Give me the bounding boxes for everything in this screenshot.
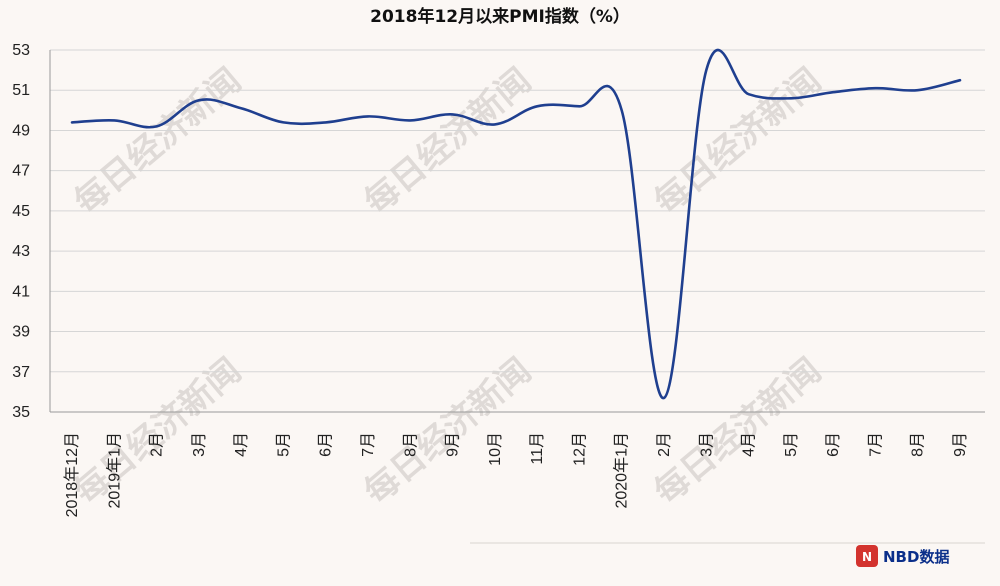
brand-logo: N NBD数据 [470, 542, 985, 567]
y-tick-label: 49 [12, 122, 30, 139]
y-tick-label: 45 [12, 203, 30, 220]
watermark-text-0: 每日经济新闻 [67, 61, 249, 223]
watermark-text-5: 每日经济新闻 [647, 351, 829, 513]
x-tick-label: 4月 [741, 432, 758, 457]
y-axis-ticks: 35 37 39 41 43 45 47 49 51 53 [12, 42, 30, 421]
x-tick-label: 7月 [867, 432, 884, 457]
x-tick-label: 9月 [445, 432, 462, 457]
watermark-text-1: 每日经济新闻 [357, 61, 539, 223]
x-tick-label: 5月 [783, 432, 800, 457]
x-axis-ticks: 2018年12月 2019年1月 2月 3月 4月 5月 6月 7月 8月 9月 10月 11月 12月… [63, 432, 969, 517]
x-tick-label: 8月 [402, 432, 419, 457]
y-tick-label: 47 [12, 163, 30, 180]
y-tick-label: 53 [12, 42, 30, 59]
y-tick-label: 41 [12, 283, 30, 300]
brand-badge-letter: N [862, 550, 872, 564]
y-tick-label: 37 [12, 364, 30, 381]
brand-badge [856, 545, 878, 567]
x-tick-label: 2月 [656, 432, 673, 457]
y-tick-label: 35 [12, 404, 30, 421]
x-tick-label: 8月 [910, 432, 927, 457]
x-tick-label: 2020年1月 [613, 432, 631, 509]
x-tick-label: 3月 [191, 432, 208, 457]
grid-lines [49, 49, 985, 413]
y-tick-label: 43 [12, 243, 30, 260]
x-tick-label: 2019年1月 [105, 432, 123, 509]
x-tick-label: 3月 [698, 432, 715, 457]
x-tick-label: 9月 [952, 432, 969, 457]
y-tick-label: 51 [12, 82, 30, 99]
brand-label: NBD数据 [883, 548, 949, 566]
x-tick-label: 11月 [529, 432, 546, 465]
series-line [70, 49, 962, 400]
watermark-text-3: 每日经济新闻 [67, 351, 249, 513]
watermark-text-2: 每日经济新闻 [647, 61, 829, 223]
x-tick-label: 12月 [571, 432, 588, 466]
x-tick-label: 2018年12月 [63, 432, 81, 517]
x-tick-label: 10月 [487, 432, 504, 466]
x-tick-label: 2月 [149, 432, 166, 457]
x-tick-label: 6月 [825, 432, 842, 457]
x-tick-label: 4月 [233, 432, 250, 457]
x-tick-label: 7月 [360, 432, 377, 457]
y-tick-label: 39 [12, 324, 30, 341]
x-tick-label: 6月 [318, 432, 335, 457]
x-tick-label: 5月 [275, 432, 292, 457]
chart-title: 2018年12月以来PMI指数（%） [370, 6, 630, 27]
watermark-text-4: 每日经济新闻 [357, 351, 539, 513]
